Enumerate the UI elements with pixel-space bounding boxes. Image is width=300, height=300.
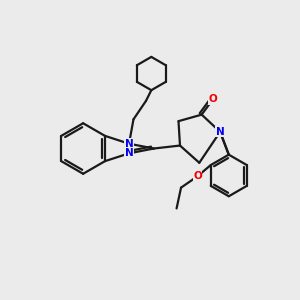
Text: N: N — [216, 127, 224, 137]
Text: O: O — [208, 94, 217, 104]
Text: N: N — [125, 139, 134, 149]
Text: N: N — [125, 148, 134, 158]
Text: O: O — [193, 171, 202, 181]
